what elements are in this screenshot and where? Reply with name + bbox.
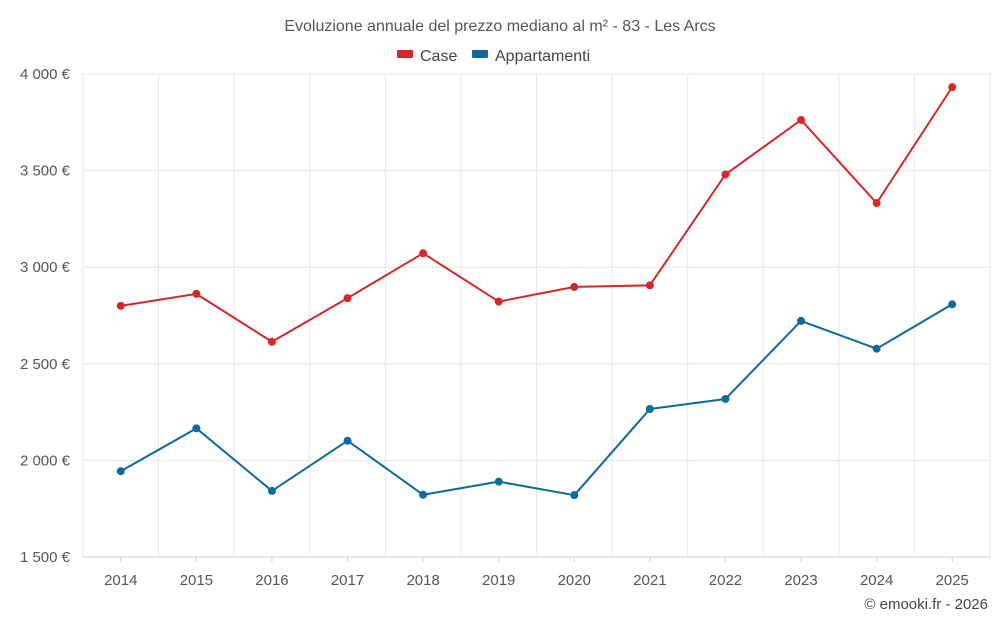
series-line-case [120, 86, 954, 343]
data-point-appartamenti [343, 436, 352, 445]
data-point-case [721, 170, 730, 179]
data-point-appartamenti [872, 344, 881, 353]
x-tick-label: 2020 [558, 572, 591, 589]
data-point-case [116, 301, 125, 310]
data-point-case [343, 294, 352, 303]
data-point-appartamenti [797, 316, 806, 325]
data-point-case [267, 337, 276, 346]
legend-label-case: Case [420, 48, 457, 65]
y-tick-label: 1 500 € [20, 549, 71, 566]
legend-swatch-appartamenti [472, 50, 488, 58]
x-tick-label: 2021 [633, 572, 666, 589]
legend-swatch-case [397, 50, 413, 58]
data-point-appartamenti [570, 491, 579, 500]
data-point-case [494, 297, 503, 306]
data-point-appartamenti [192, 424, 201, 433]
data-point-case [192, 289, 201, 298]
x-tick-label: 2016 [255, 572, 288, 589]
data-point-appartamenti [494, 477, 503, 486]
data-point-appartamenti [116, 467, 125, 476]
y-tick-label: 3 500 € [20, 163, 71, 180]
grid [82, 73, 991, 558]
data-point-case [570, 282, 579, 291]
series-group [116, 83, 957, 500]
data-point-case [419, 249, 428, 258]
x-tick-label: 2023 [784, 572, 817, 589]
data-point-appartamenti [948, 300, 957, 309]
x-tick-label: 2019 [482, 572, 515, 589]
data-point-appartamenti [645, 405, 654, 414]
credit-text: © emooki.fr - 2026 [864, 596, 988, 613]
legend-label-appartamenti: Appartamenti [495, 48, 590, 65]
data-point-appartamenti [721, 394, 730, 403]
y-tick-label: 2 500 € [20, 356, 71, 373]
x-tick-label: 2014 [104, 572, 137, 589]
data-point-case [645, 281, 654, 290]
chart-title: Evoluzione annuale del prezzo mediano al… [284, 18, 715, 35]
y-tick-label: 3 000 € [20, 259, 71, 276]
data-point-case [872, 199, 881, 208]
data-point-case [797, 115, 806, 124]
x-tick-label: 2025 [936, 572, 969, 589]
data-point-case [948, 83, 957, 92]
data-point-appartamenti [267, 486, 276, 495]
data-point-appartamenti [419, 490, 428, 499]
x-tick-label: 2022 [709, 572, 742, 589]
x-tick-label: 2017 [331, 572, 364, 589]
x-tick-label: 2024 [860, 572, 893, 589]
legend: Case Appartamenti [397, 48, 590, 65]
y-tick-label: 2 000 € [20, 452, 71, 469]
y-tick-label: 4 000 € [20, 66, 71, 83]
x-tick-label: 2015 [180, 572, 213, 589]
axes: 1 500 € 2 000 € 2 500 € 3 000 € 3 500 € 4 000… [20, 66, 990, 589]
x-tick-label: 2018 [406, 572, 439, 589]
series-line-appartamenti [120, 303, 953, 497]
